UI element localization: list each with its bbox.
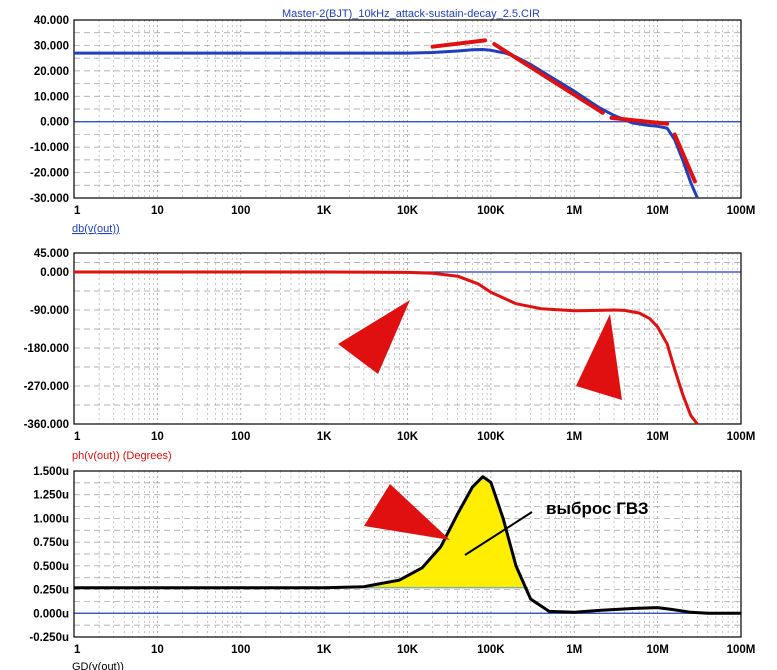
annotation-pointer	[464, 511, 533, 556]
x-tick-label: 10	[151, 644, 164, 656]
y-tick-label: 1.250u	[33, 490, 69, 502]
asymptote-segment	[609, 115, 670, 126]
x-tick-label: 10K	[397, 644, 419, 656]
x-tick-label: 10M	[646, 644, 668, 656]
x-tick-label: 10K	[397, 205, 419, 217]
y-tick-label: 0.000	[40, 117, 69, 129]
x-tick-label: 1K	[317, 205, 332, 217]
y-tick-label: 0.750u	[33, 537, 69, 549]
y-tick-label: -90.000	[30, 305, 69, 317]
chart-title: Master-2(BJT)_10kHz_attack-sustain-decay…	[282, 8, 540, 20]
y-tick-label: -0.250u	[29, 632, 69, 644]
x-tick-label: 1M	[566, 205, 582, 217]
y-tick-label: 30.000	[34, 40, 69, 52]
x-tick-label: 100K	[477, 431, 505, 443]
x-tick-label: 100K	[477, 644, 505, 656]
panel1-ylabel: db(v(out))	[72, 223, 120, 235]
x-tick-label: 100M	[727, 431, 756, 443]
panel-3: 1.500u 1.250u 1.000u 0.750u 0.500u 0.250u 0.00…	[29, 466, 755, 656]
x-tick-label: 10	[151, 205, 164, 217]
x-tick-label: 100M	[727, 644, 756, 656]
arrow-phase-left	[338, 300, 410, 374]
y-tick-label: 40.000	[34, 15, 69, 27]
arrow-gd	[364, 484, 450, 540]
annotation-label: выброс ГВЗ	[546, 499, 649, 518]
gd-overshoot-fill	[363, 476, 529, 588]
y-tick-label: 45.000	[34, 248, 69, 260]
x-tick-label: 1K	[317, 431, 332, 443]
y-tick-label: -180.000	[24, 343, 69, 355]
y-tick-label: 10.000	[34, 91, 69, 103]
y-tick-label: 0.000u	[33, 608, 69, 620]
y-tick-label: 1.500u	[33, 466, 69, 478]
panel-1: 40.000 30.000 20.000 10.000 0.000 -10.000 -20.…	[30, 15, 755, 217]
y-tick-label: -270.000	[24, 381, 69, 393]
panel3-ylabel: GD(v(out))	[72, 661, 124, 670]
x-tick-label: 1	[74, 431, 81, 443]
x-tick-label: 100	[231, 644, 250, 656]
asymptote-segment	[492, 42, 605, 115]
x-tick-label: 100K	[477, 205, 505, 217]
y-tick-label: 20.000	[34, 66, 69, 78]
panel-frame	[73, 19, 742, 199]
x-tick-label: 1M	[566, 431, 582, 443]
asymptote-segment	[672, 132, 697, 184]
y-tick-label: 1.000u	[33, 513, 69, 525]
asymptote-segment	[430, 38, 487, 49]
x-tick-label: 100M	[727, 205, 756, 217]
x-tick-label: 100	[231, 205, 250, 217]
x-tick-label: 10K	[397, 431, 419, 443]
x-tick-label: 1	[74, 644, 81, 656]
series-line	[74, 270, 699, 425]
arrow-phase-right	[576, 314, 622, 400]
panel-2: 45.000 0.000 -90.000 -180.000 -270.000 -360.0…	[24, 248, 756, 443]
y-tick-label: -10.000	[30, 142, 69, 154]
y-tick-label: 0.250u	[33, 585, 69, 597]
y-tick-label: -20.000	[30, 168, 69, 180]
x-tick-label: 100	[231, 431, 250, 443]
series-line	[74, 475, 741, 615]
series-line	[74, 48, 699, 199]
y-tick-label: 0.000	[40, 267, 69, 279]
y-tick-label: -30.000	[30, 193, 69, 205]
y-tick-label: -360.000	[24, 419, 69, 431]
panel2-ylabel: ph(v(out)) (Degrees)	[72, 450, 172, 462]
x-tick-label: 1M	[566, 644, 582, 656]
arrow-annotations	[338, 300, 622, 540]
x-tick-label: 10M	[646, 205, 668, 217]
x-tick-label: 1	[74, 205, 81, 217]
x-tick-label: 10	[151, 431, 164, 443]
y-tick-label: 0.500u	[33, 561, 69, 573]
panel-frame	[73, 252, 742, 425]
x-tick-label: 10M	[646, 431, 668, 443]
x-tick-label: 1K	[317, 644, 332, 656]
panel-frame	[73, 470, 742, 638]
